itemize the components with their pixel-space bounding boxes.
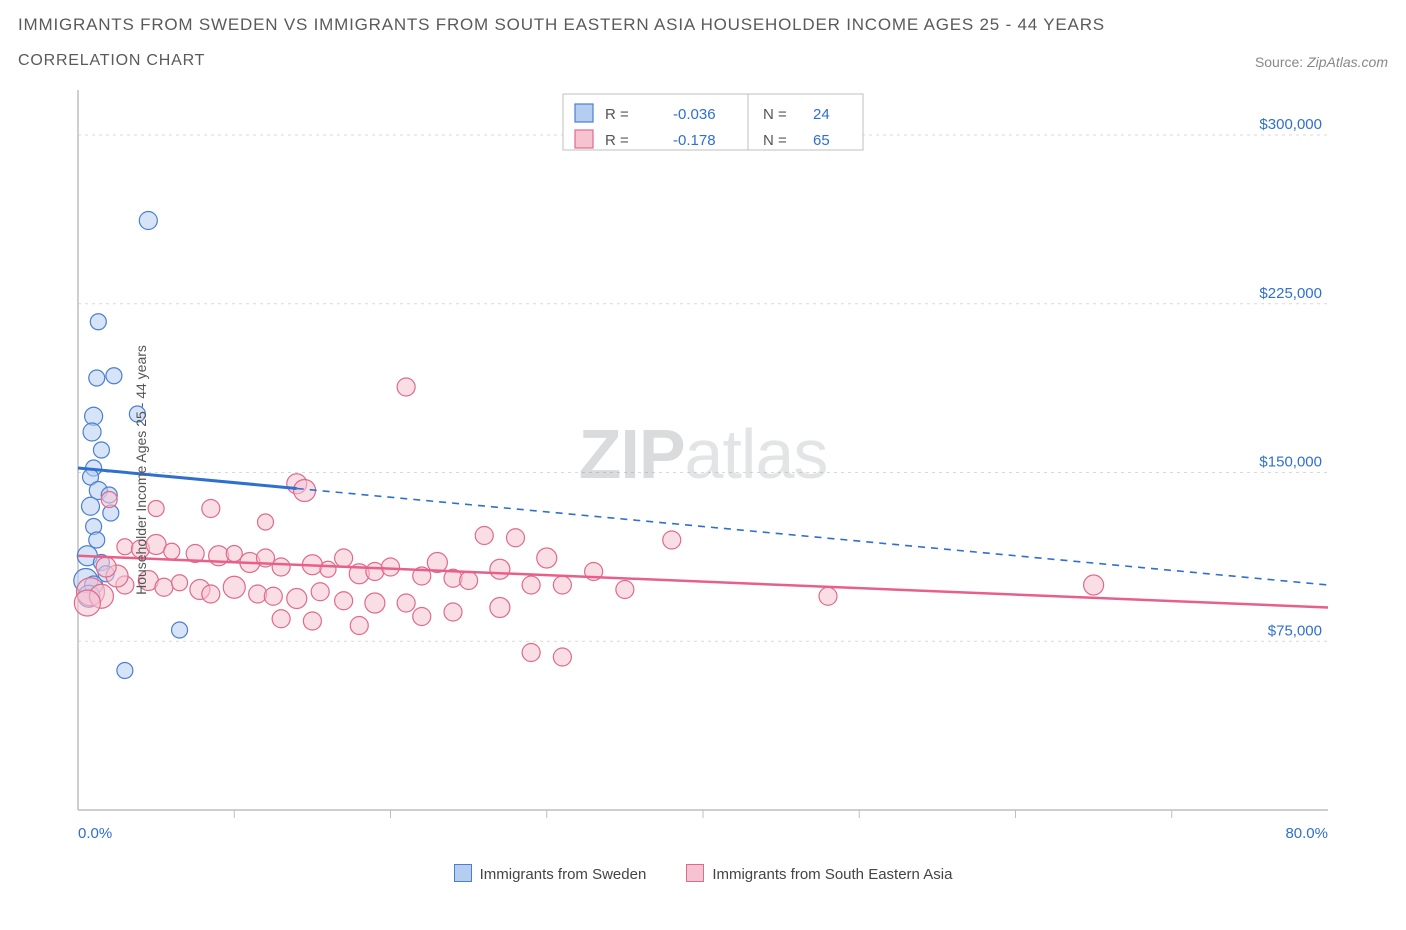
y-axis-label: Householder Income Ages 25 - 44 years [133,345,149,595]
legend-label: Immigrants from Sweden [480,866,647,883]
scatter-chart: $75,000 $150,000 $225,000 $300,000 0.0% 80.0%… [18,80,1358,860]
svg-text:0.0%: 0.0% [78,825,112,842]
svg-text:-0.036: -0.036 [673,106,716,123]
bottom-legend: Immigrants from Sweden Immigrants from So… [18,864,1388,883]
svg-text:$225,000: $225,000 [1259,284,1322,301]
svg-text:R =: R = [605,106,629,123]
chart-title: IMMIGRANTS FROM SWEDEN VS IMMIGRANTS FRO… [18,12,1388,38]
source-name: ZipAtlas.com [1307,54,1388,70]
source-attribution: Source: ZipAtlas.com [1255,54,1388,70]
source-prefix: Source: [1255,54,1307,70]
svg-text:$300,000: $300,000 [1259,116,1322,133]
legend-item: Immigrants from Sweden [454,864,647,883]
svg-text:N =: N = [763,132,787,149]
svg-text:$75,000: $75,000 [1268,622,1322,639]
svg-text:24: 24 [813,106,830,123]
chart-subtitle: CORRELATION CHART [18,52,205,70]
svg-text:$150,000: $150,000 [1259,453,1322,470]
chart-container: Householder Income Ages 25 - 44 years ZI… [18,80,1388,860]
legend-swatch [454,864,472,882]
legend-label: Immigrants from South Eastern Asia [712,866,952,883]
header: IMMIGRANTS FROM SWEDEN VS IMMIGRANTS FRO… [18,12,1388,70]
svg-text:N =: N = [763,106,787,123]
svg-text:R =: R = [605,132,629,149]
legend-item: Immigrants from South Eastern Asia [686,864,952,883]
legend-swatch [686,864,704,882]
svg-text:80.0%: 80.0% [1285,825,1328,842]
svg-text:-0.178: -0.178 [673,132,716,149]
svg-text:65: 65 [813,132,830,149]
